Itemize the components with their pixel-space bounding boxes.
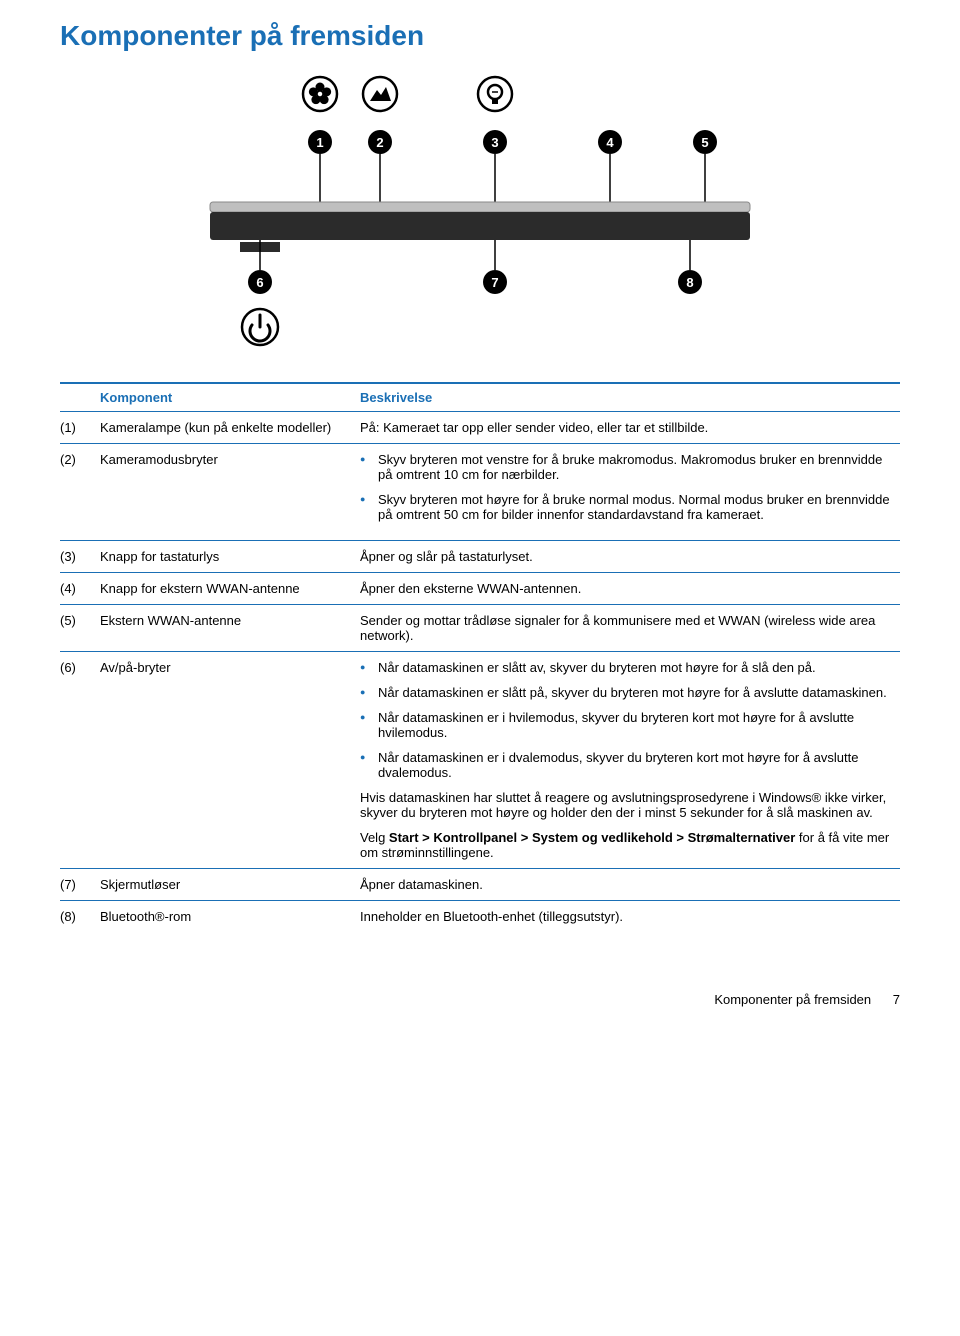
page-title: Komponenter på fremsiden	[60, 20, 900, 52]
page-footer: Komponenter på fremsiden 7	[60, 992, 900, 1007]
svg-text:7: 7	[491, 275, 498, 290]
description-text: Hvis datamaskinen har sluttet å reagere …	[360, 790, 892, 820]
component-number: (2)	[60, 444, 100, 541]
component-diagram: 1 2 3 4 5 6 7 8	[60, 72, 900, 352]
component-description: På: Kameraet tar opp eller sender video,…	[360, 412, 900, 444]
component-description: Åpner den eksterne WWAN-antennen.	[360, 573, 900, 605]
table-row: (6)Av/på-bryterNår datamaskinen er slått…	[60, 652, 900, 869]
table-row: (3)Knapp for tastaturlysÅpner og slår på…	[60, 541, 900, 573]
component-description: Skyv bryteren mot venstre for å bruke ma…	[360, 444, 900, 541]
component-description: Sender og mottar trådløse signaler for å…	[360, 605, 900, 652]
footer-section: Komponenter på fremsiden	[714, 992, 871, 1007]
svg-text:2: 2	[376, 135, 383, 150]
bullet-item: Når datamaskinen er slått på, skyver du …	[360, 685, 892, 700]
svg-text:3: 3	[491, 135, 498, 150]
component-name: Bluetooth®-rom	[100, 901, 360, 933]
description-text: Inneholder en Bluetooth-enhet (tilleggsu…	[360, 909, 892, 924]
component-number: (4)	[60, 573, 100, 605]
bullet-item: Skyv bryteren mot høyre for å bruke norm…	[360, 492, 892, 522]
th-component: Komponent	[100, 383, 360, 412]
component-description: Åpner datamaskinen.	[360, 869, 900, 901]
component-name: Av/på-bryter	[100, 652, 360, 869]
bullet-item: Når datamaskinen er slått av, skyver du …	[360, 660, 892, 675]
component-name: Knapp for ekstern WWAN-antenne	[100, 573, 360, 605]
component-description: Når datamaskinen er slått av, skyver du …	[360, 652, 900, 869]
component-number: (5)	[60, 605, 100, 652]
svg-text:4: 4	[606, 135, 614, 150]
footer-page-number: 7	[893, 992, 900, 1007]
table-row: (4)Knapp for ekstern WWAN-antenneÅpner d…	[60, 573, 900, 605]
component-name: Knapp for tastaturlys	[100, 541, 360, 573]
component-name: Ekstern WWAN-antenne	[100, 605, 360, 652]
component-name: Kameramodusbryter	[100, 444, 360, 541]
description-text: Åpner og slår på tastaturlyset.	[360, 549, 892, 564]
description-text: På: Kameraet tar opp eller sender video,…	[360, 420, 892, 435]
component-number: (3)	[60, 541, 100, 573]
table-row: (1)Kameralampe (kun på enkelte modeller)…	[60, 412, 900, 444]
component-number: (6)	[60, 652, 100, 869]
bullet-item: Når datamaskinen er i hvilemodus, skyver…	[360, 710, 892, 740]
svg-text:8: 8	[686, 275, 693, 290]
table-row: (2)KameramodusbryterSkyv bryteren mot ve…	[60, 444, 900, 541]
component-table: Komponent Beskrivelse (1)Kameralampe (ku…	[60, 382, 900, 932]
description-text: Åpner datamaskinen.	[360, 877, 892, 892]
svg-text:1: 1	[316, 135, 323, 150]
component-name: Skjermutløser	[100, 869, 360, 901]
bullet-item: Når datamaskinen er i dvalemodus, skyver…	[360, 750, 892, 780]
component-name: Kameralampe (kun på enkelte modeller)	[100, 412, 360, 444]
description-text: Sender og mottar trådløse signaler for å…	[360, 613, 892, 643]
component-description: Åpner og slår på tastaturlyset.	[360, 541, 900, 573]
svg-text:6: 6	[256, 275, 263, 290]
bullet-item: Skyv bryteren mot venstre for å bruke ma…	[360, 452, 892, 482]
component-description: Inneholder en Bluetooth-enhet (tilleggsu…	[360, 901, 900, 933]
component-number: (1)	[60, 412, 100, 444]
table-row: (5)Ekstern WWAN-antenneSender og mottar …	[60, 605, 900, 652]
table-row: (8)Bluetooth®-romInneholder en Bluetooth…	[60, 901, 900, 933]
svg-text:5: 5	[701, 135, 708, 150]
description-text: Åpner den eksterne WWAN-antennen.	[360, 581, 892, 596]
component-number: (7)	[60, 869, 100, 901]
component-number: (8)	[60, 901, 100, 933]
table-row: (7)SkjermutløserÅpner datamaskinen.	[60, 869, 900, 901]
description-text: Velg Start > Kontrollpanel > System og v…	[360, 830, 892, 860]
th-description: Beskrivelse	[360, 383, 900, 412]
